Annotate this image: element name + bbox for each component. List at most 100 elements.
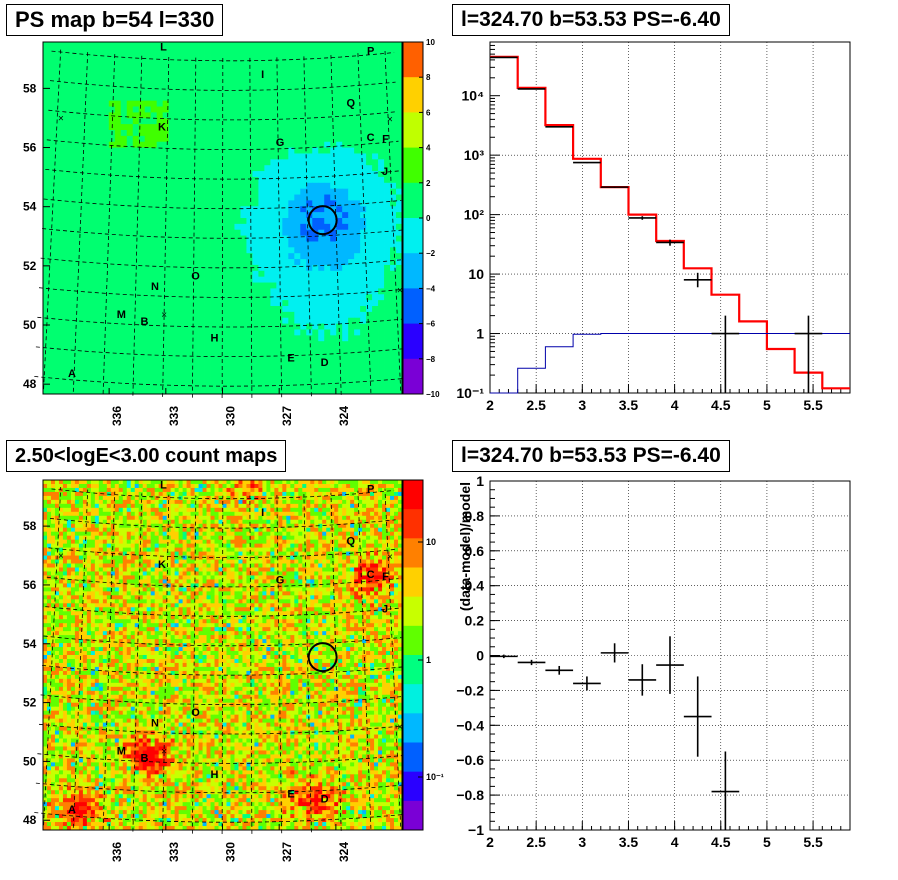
cnt-source-label: P xyxy=(367,484,374,496)
residual-y-tick-label: 1 xyxy=(476,473,484,489)
ps-cross-marker: × xyxy=(387,114,393,125)
colorbar-segment xyxy=(403,341,423,359)
count-map-title: 2.50<logE<3.00 count maps xyxy=(6,440,286,472)
colorbar-segment xyxy=(403,288,423,306)
residual-y-tick-label: −0.2 xyxy=(456,682,484,698)
cnt-lon-tick-label: 330 xyxy=(224,842,238,862)
residual-x-tick-label: 4.5 xyxy=(711,834,731,850)
colorbar-segment xyxy=(403,538,423,568)
colorbar-segment xyxy=(403,306,423,324)
cnt-source-label: G xyxy=(276,574,285,586)
ps-lon-tick-label: 327 xyxy=(280,406,294,426)
cnt-source-label: E xyxy=(287,789,294,801)
colorbar-segment xyxy=(403,626,423,656)
residual-y-tick-label: 0.2 xyxy=(465,613,485,629)
residual-y-tick-label: 0 xyxy=(476,648,484,664)
spectrum-data-point xyxy=(490,57,518,58)
colorbar-segment xyxy=(403,324,423,342)
colorbar-segment xyxy=(403,801,423,831)
cnt-lat-tick-label: 56 xyxy=(23,578,37,592)
colorbar-segment xyxy=(403,684,423,714)
spectrum-x-tick-label: 2.5 xyxy=(526,397,546,413)
colorbar-segment xyxy=(403,200,423,218)
ps-colorbar-tick: 4 xyxy=(426,144,431,153)
ps-lat-tick-label: 52 xyxy=(23,259,37,273)
residual-y-tick-label: −1 xyxy=(468,822,484,838)
cnt-lat-tick-label: 58 xyxy=(23,519,37,533)
ps-source-label: Q xyxy=(347,98,356,110)
spectrum-data-point xyxy=(573,162,601,163)
residual-x-tick-label: 2 xyxy=(486,834,494,850)
colorbar-segment xyxy=(403,359,423,377)
cnt-lon-tick-label: 333 xyxy=(167,842,181,862)
ps-source-label: L xyxy=(160,42,167,54)
colorbar-segment xyxy=(403,480,423,510)
ps-lon-tick-label: 330 xyxy=(224,406,238,426)
ps-source-label: M xyxy=(117,309,126,321)
residual-x-tick-label: 2.5 xyxy=(526,834,546,850)
spectrum-x-tick-label: 3.5 xyxy=(619,397,639,413)
cnt-source-label: D xyxy=(321,793,329,805)
spectrum-y-tick-label: 10⁴ xyxy=(462,88,485,104)
ps-lon-tick-label: 333 xyxy=(167,406,181,426)
cnt-source-label: J xyxy=(382,603,388,615)
ps-colorbar-tick: −4 xyxy=(426,284,436,293)
colorbar-segment xyxy=(403,148,423,166)
colorbar-segment xyxy=(403,655,423,685)
colorbar-segment xyxy=(403,218,423,236)
ps-colorbar-tick: 6 xyxy=(426,108,431,117)
ps-source-label: H xyxy=(210,333,218,345)
colorbar-segment xyxy=(403,112,423,130)
ps-source-label: G xyxy=(276,137,285,149)
colorbar-segment xyxy=(403,597,423,627)
ps-source-label: C xyxy=(367,132,375,144)
ps-lon-tick-label: 336 xyxy=(110,406,124,426)
cnt-source-label: N xyxy=(151,718,159,730)
colorbar-segment xyxy=(403,509,423,539)
colorbar-segment xyxy=(403,165,423,183)
colorbar-segment xyxy=(403,271,423,289)
colorbar-segment xyxy=(403,42,423,60)
ps-lat-tick-label: 48 xyxy=(23,377,37,391)
ps-colorbar-tick: 8 xyxy=(426,73,431,82)
cnt-lat-tick-label: 50 xyxy=(23,754,37,768)
cnt-colorbar xyxy=(403,480,423,831)
ps-cross-marker: × xyxy=(397,286,403,297)
residual-y-tick-label: −0.4 xyxy=(456,717,484,733)
colorbar-segment xyxy=(403,95,423,113)
colorbar-segment xyxy=(403,236,423,254)
ps-lon-tick-label: 324 xyxy=(337,406,351,426)
spectrum-y-tick-label: 10³ xyxy=(464,147,485,163)
cnt-source-label: Q xyxy=(347,535,356,547)
spectrum-x-tick-label: 3 xyxy=(578,397,586,413)
ps-lat-tick-label: 56 xyxy=(23,141,37,155)
colorbar-segment xyxy=(403,568,423,598)
residual-x-tick-label: 5.5 xyxy=(803,834,823,850)
cnt-lat-tick-label: 52 xyxy=(23,696,37,710)
ps-source-label: K xyxy=(158,121,166,133)
spectrum-x-tick-label: 4 xyxy=(671,397,679,413)
ps-source-label: N xyxy=(151,281,159,293)
cnt-lat-tick-label: 48 xyxy=(23,813,37,827)
spectrum-y-tick-label: 1 xyxy=(476,326,484,342)
colorbar-segment xyxy=(403,60,423,78)
colorbar-segment xyxy=(403,376,423,394)
spectrum-frame xyxy=(490,42,850,393)
ps-map-title: PS map b=54 l=330 xyxy=(6,4,223,36)
spectrum-y-tick-label: 10² xyxy=(464,207,485,223)
residual-y-axis-label: (data-model)/model xyxy=(457,482,473,611)
cnt-cross-marker: × xyxy=(58,551,64,562)
cnt-source-label: F xyxy=(382,571,389,583)
ps-source-label: F xyxy=(382,133,389,145)
colorbar-segment xyxy=(403,130,423,148)
ps-source-label: D xyxy=(321,357,329,369)
spectrum-x-tick-label: 4.5 xyxy=(711,397,731,413)
ps-colorbar xyxy=(403,42,423,395)
ps-source-label: O xyxy=(191,270,200,282)
colorbar-segment xyxy=(403,772,423,802)
ps-lat-tick-label: 54 xyxy=(23,200,37,214)
spectrum-y-tick-label: 10 xyxy=(468,266,484,282)
ps-source-label: I xyxy=(261,69,264,81)
